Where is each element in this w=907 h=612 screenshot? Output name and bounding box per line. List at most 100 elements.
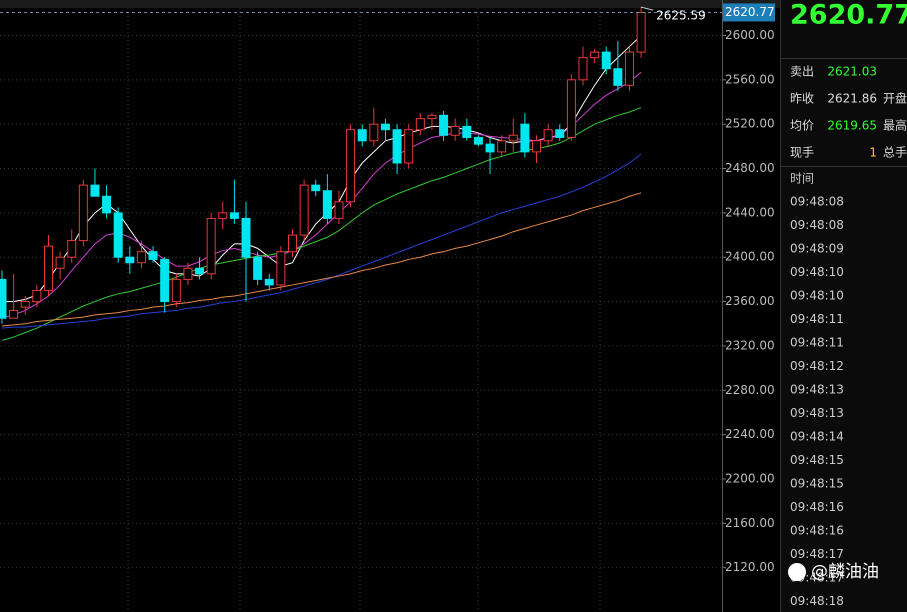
candle-body [380,123,390,131]
y-tick-label: 2320.00 [725,338,775,352]
candle [450,118,460,141]
candle-body [636,11,646,53]
last-price-label: 2620.77 [725,5,775,19]
candle-body [195,267,205,275]
candle-body [229,212,239,219]
time-entry: 09:48:11 [790,336,844,350]
candle-body [78,184,88,242]
candle-body [532,140,542,153]
row-value: 2621.86 [827,92,877,106]
candle-body [20,301,30,308]
candle [229,179,239,224]
row-extra: 开盘 [883,91,907,106]
candle [9,273,19,319]
candle [55,251,65,280]
candle-body [90,184,100,197]
candle [311,179,321,197]
candle [67,229,77,263]
candle [415,113,425,136]
candle [276,246,286,291]
time-entry: 09:48:11 [790,312,844,326]
candle [171,273,181,308]
candle [636,7,646,58]
candle-body [346,129,356,203]
ma-line [1,192,642,327]
candle-body [276,251,286,286]
candle [439,110,449,141]
top-bar [0,0,907,8]
candle-body [334,201,344,219]
candle [102,185,112,219]
time-entry: 09:48:16 [790,524,844,538]
candle-body [32,289,42,303]
candle-body [136,251,146,264]
watermark-text: @麟油油 [811,562,879,582]
y-tick-label: 2520.00 [725,117,775,131]
candle-body [578,57,588,81]
time-entry: 09:48:08 [790,218,844,232]
candle [136,240,146,269]
row-value: 2619.65 [827,119,877,133]
candle [264,273,274,291]
candle-body [415,118,425,131]
time-entry: 09:48:14 [790,430,844,444]
row-label: 现手 [790,146,814,160]
candle-body [404,129,414,164]
watermark: @麟油油 [788,562,879,582]
time-entry: 09:48:16 [790,500,844,514]
candle-body [241,217,251,258]
candle [334,190,344,224]
time-entry: 09:48:12 [790,359,844,373]
row-label: 昨收 [790,92,814,106]
candle-body [264,278,274,286]
time-entry: 09:48:18 [790,594,844,608]
candle-body [462,125,472,138]
candle [32,284,42,308]
candle [590,48,600,64]
candle-body [543,129,553,142]
candle [288,229,297,258]
candle [0,270,7,324]
row-label: 均价 [790,119,814,133]
candle-body [485,143,495,153]
candle-body [0,278,7,319]
candle [624,46,634,91]
candle-body [508,134,518,142]
candle [473,135,483,147]
candle-body [590,51,600,59]
candle-body [357,129,367,142]
candle-body [9,309,19,319]
high-annotation: 2625.59 [656,9,706,23]
time-entry: 09:48:08 [790,195,844,209]
y-tick-label: 2400.00 [725,250,775,264]
candle-body [160,258,170,303]
candle-body [299,184,309,236]
y-tick-label: 2120.00 [725,560,775,574]
candle [543,124,553,147]
candle-body [613,68,623,86]
quote-panel [780,0,907,612]
time-entry: 09:48:13 [790,406,844,420]
candle [241,201,251,302]
row-value: 2621.03 [827,65,877,79]
candle [369,107,379,147]
candle [462,118,472,141]
candle [532,135,542,163]
candle [125,246,135,274]
candle-body [67,240,77,258]
candle-body [427,114,437,120]
candle-body [520,123,530,153]
y-tick-label: 2480.00 [725,161,775,175]
candle [148,246,158,263]
candle [613,41,623,91]
candle-body [218,212,228,219]
last-price-box [723,3,775,22]
candle-body [555,129,565,138]
y-tick-label: 2280.00 [725,383,775,397]
time-entry: 09:48:09 [790,242,844,256]
candle-body [183,267,193,280]
candle [78,179,88,247]
candle-body [125,256,135,264]
candle-body [624,51,634,86]
candle [160,257,170,313]
